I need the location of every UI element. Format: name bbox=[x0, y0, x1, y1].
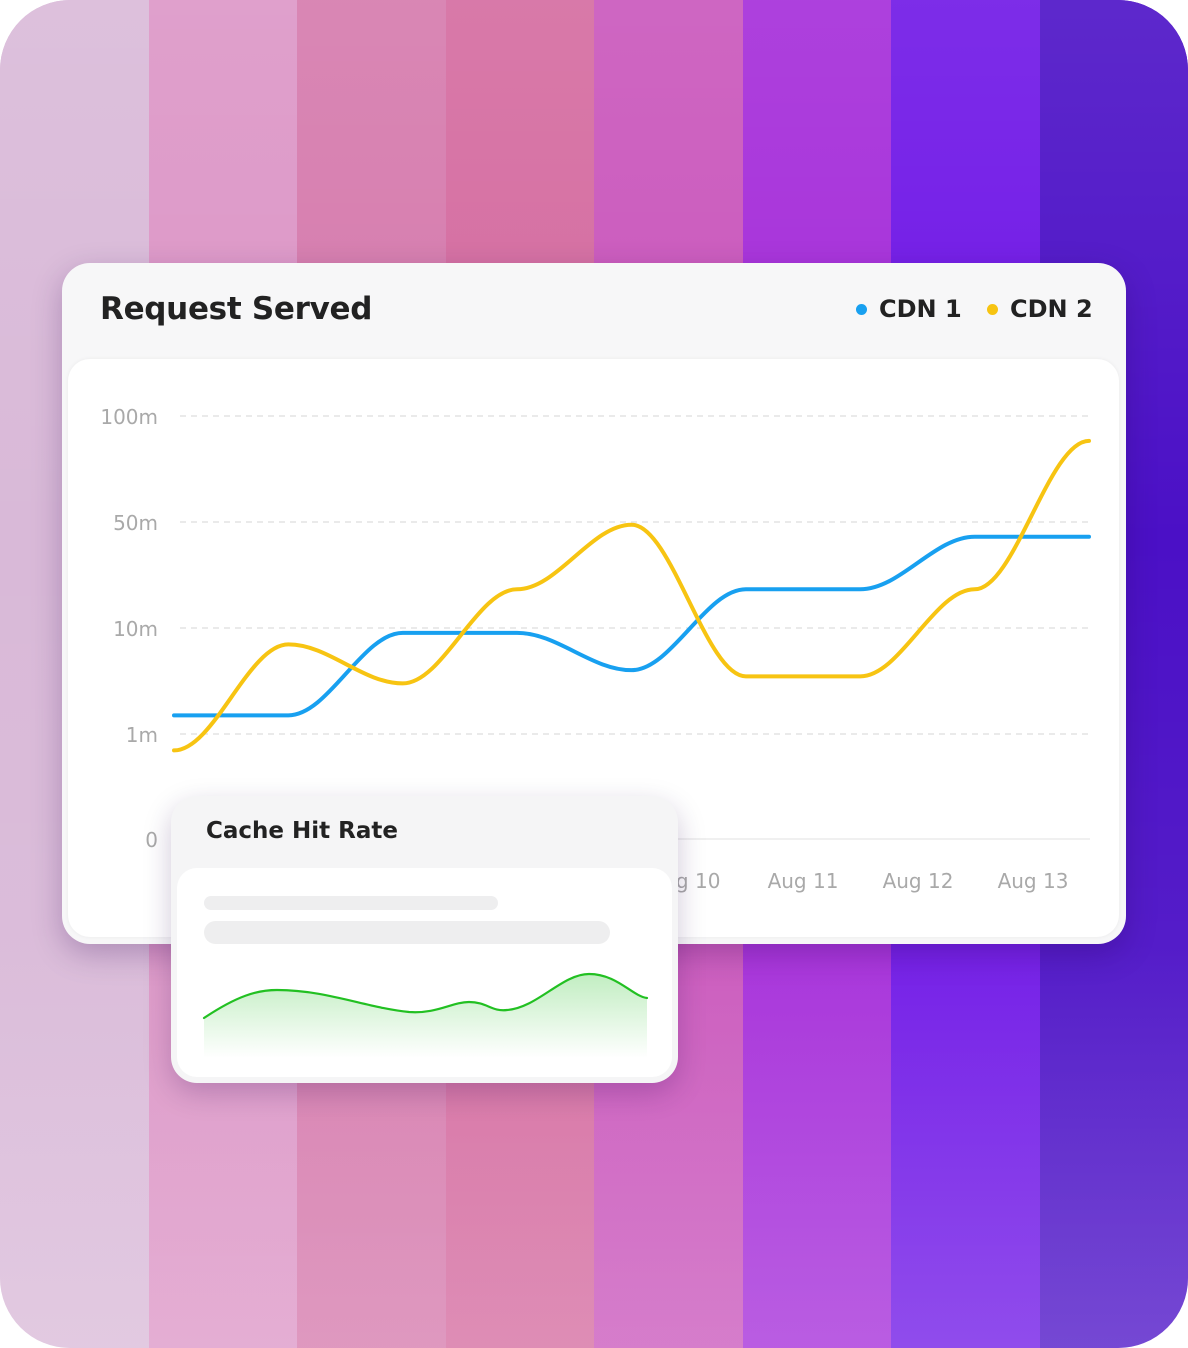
cache-hit-rate-card: Cache Hit Rate bbox=[171, 796, 678, 1083]
y-tick-label: 0 bbox=[145, 828, 158, 852]
y-tick-label: 100m bbox=[100, 405, 158, 429]
cache-card-body bbox=[177, 868, 672, 1077]
series-line-cdn-1 bbox=[172, 534, 1091, 718]
y-tick-label: 50m bbox=[113, 511, 158, 535]
legend-item-cdn-2[interactable]: CDN 2 bbox=[987, 295, 1093, 323]
sparkline-line bbox=[202, 972, 649, 1020]
sparkline-area bbox=[204, 974, 647, 1058]
legend-item-cdn-1[interactable]: CDN 1 bbox=[856, 295, 962, 323]
legend-label-cdn-1: CDN 1 bbox=[879, 295, 962, 323]
card-title: Request Served bbox=[100, 291, 373, 327]
skeleton-bar bbox=[204, 921, 610, 944]
x-tick-label: Aug 13 bbox=[998, 869, 1069, 893]
y-tick-label: 1m bbox=[126, 723, 158, 747]
cache-hit-rate-sparkline bbox=[202, 972, 649, 1058]
legend-dot-cdn-1 bbox=[856, 303, 867, 315]
skeleton-line bbox=[204, 896, 498, 910]
legend-label-cdn-2: CDN 2 bbox=[1010, 295, 1093, 323]
cache-card-title: Cache Hit Rate bbox=[206, 818, 398, 844]
legend-dot-cdn-2 bbox=[987, 303, 998, 315]
x-tick-label: Aug 12 bbox=[883, 869, 954, 893]
y-tick-label: 10m bbox=[113, 617, 158, 641]
x-tick-label: Aug 11 bbox=[768, 869, 839, 893]
series-line-cdn-2 bbox=[172, 438, 1091, 753]
